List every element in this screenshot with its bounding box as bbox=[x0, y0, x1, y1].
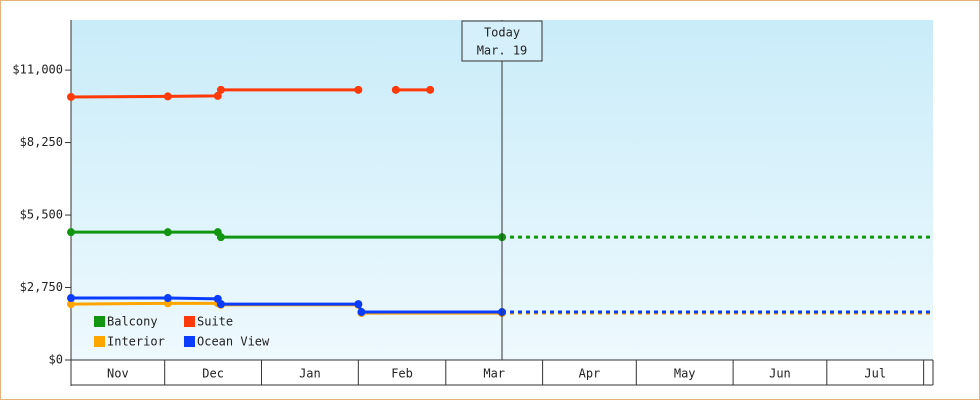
x-tick-label: Jan bbox=[299, 367, 321, 381]
data-point bbox=[67, 294, 75, 303]
data-point bbox=[163, 92, 172, 101]
legend-swatch bbox=[184, 316, 195, 327]
y-tick-label: $8,250 bbox=[20, 135, 63, 149]
x-tick-label: Apr bbox=[579, 367, 601, 381]
legend-swatch bbox=[184, 336, 195, 347]
data-point bbox=[354, 300, 363, 309]
legend-label: Interior bbox=[107, 335, 165, 349]
x-tick-label: Mar bbox=[483, 367, 505, 381]
data-point bbox=[163, 228, 172, 237]
data-point bbox=[213, 91, 222, 100]
data-point bbox=[67, 300, 75, 309]
x-tick-label: Dec bbox=[202, 367, 224, 381]
x-tick-label: Jun bbox=[769, 367, 791, 381]
today-box bbox=[461, 20, 543, 62]
today-label: Mar. 19 bbox=[477, 44, 528, 58]
x-tick-label: Jul bbox=[864, 367, 886, 381]
x-tick-label: May bbox=[674, 367, 696, 381]
y-tick-label: $11,000 bbox=[12, 63, 63, 77]
data-point bbox=[391, 85, 400, 94]
today-label: Today bbox=[484, 26, 520, 40]
y-tick-label: $5,500 bbox=[20, 208, 63, 222]
y-tick-label: $2,750 bbox=[20, 280, 63, 294]
x-tick-label: Feb bbox=[391, 367, 413, 381]
legend-swatch bbox=[94, 316, 105, 327]
legend-label: Ocean View bbox=[197, 335, 270, 349]
data-point bbox=[67, 92, 75, 101]
data-point bbox=[426, 85, 435, 94]
legend-label: Balcony bbox=[107, 315, 158, 329]
data-point bbox=[67, 228, 75, 237]
y-tick-label: $0 bbox=[49, 353, 63, 367]
legend-swatch bbox=[94, 336, 105, 347]
legend-label: Suite bbox=[197, 315, 233, 329]
data-point bbox=[163, 294, 172, 303]
data-point bbox=[357, 308, 366, 317]
x-tick-label: Nov bbox=[107, 367, 129, 381]
data-point bbox=[216, 300, 225, 309]
data-point bbox=[216, 233, 225, 242]
data-point bbox=[216, 85, 225, 94]
data-point bbox=[354, 85, 363, 94]
